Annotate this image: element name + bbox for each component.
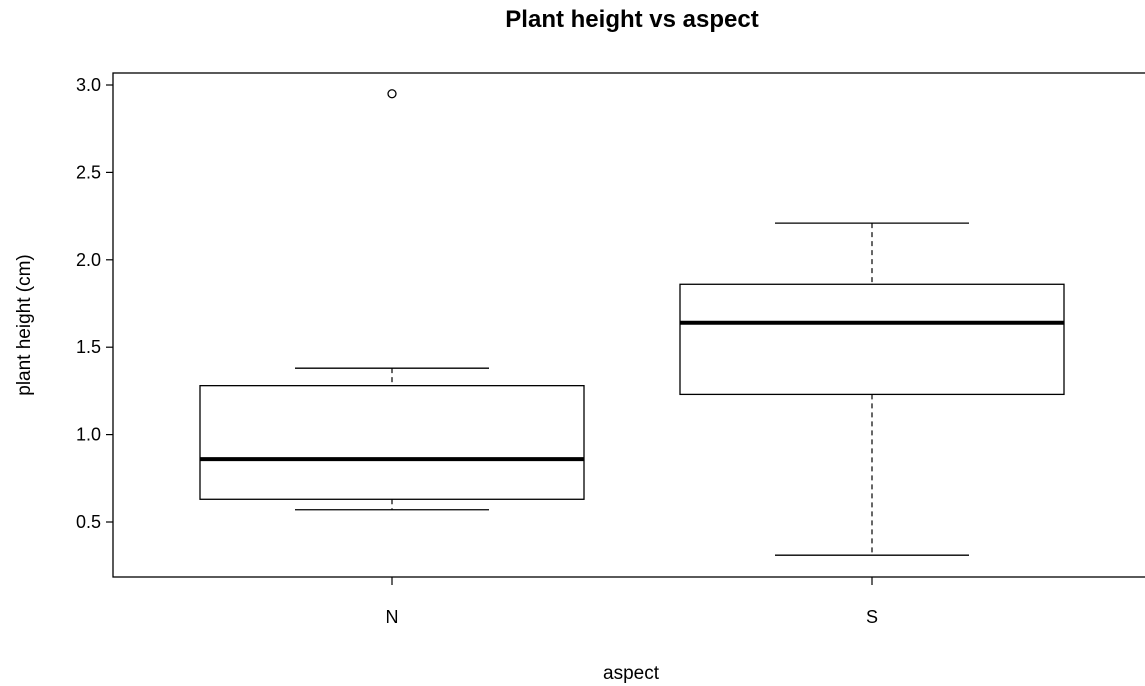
y-tick-label: 2.5	[76, 162, 101, 182]
chart-title: Plant height vs aspect	[505, 6, 758, 33]
plot-frame	[112, 72, 1145, 578]
x-tick-label: N	[386, 607, 399, 627]
box-N	[199, 89, 585, 511]
y-tick-label: 1.0	[76, 425, 101, 445]
y-tick-label: 2.0	[76, 250, 101, 270]
box-series	[199, 89, 1065, 556]
y-tick-label: 3.0	[76, 75, 101, 95]
x-axis-label: aspect	[603, 663, 660, 684]
y-axis-label: plant height (cm)	[14, 254, 35, 396]
outlier-point	[387, 89, 397, 99]
y-tick-label: 0.5	[76, 512, 101, 532]
y-tick-label: 1.5	[76, 337, 101, 357]
iqr-box	[199, 385, 585, 500]
y-axis: 0.5 1.0 1.5 2.0 2.5 3.0	[76, 75, 113, 532]
iqr-box	[679, 283, 1065, 396]
box-S	[679, 222, 1065, 556]
x-tick-label: S	[866, 607, 878, 627]
